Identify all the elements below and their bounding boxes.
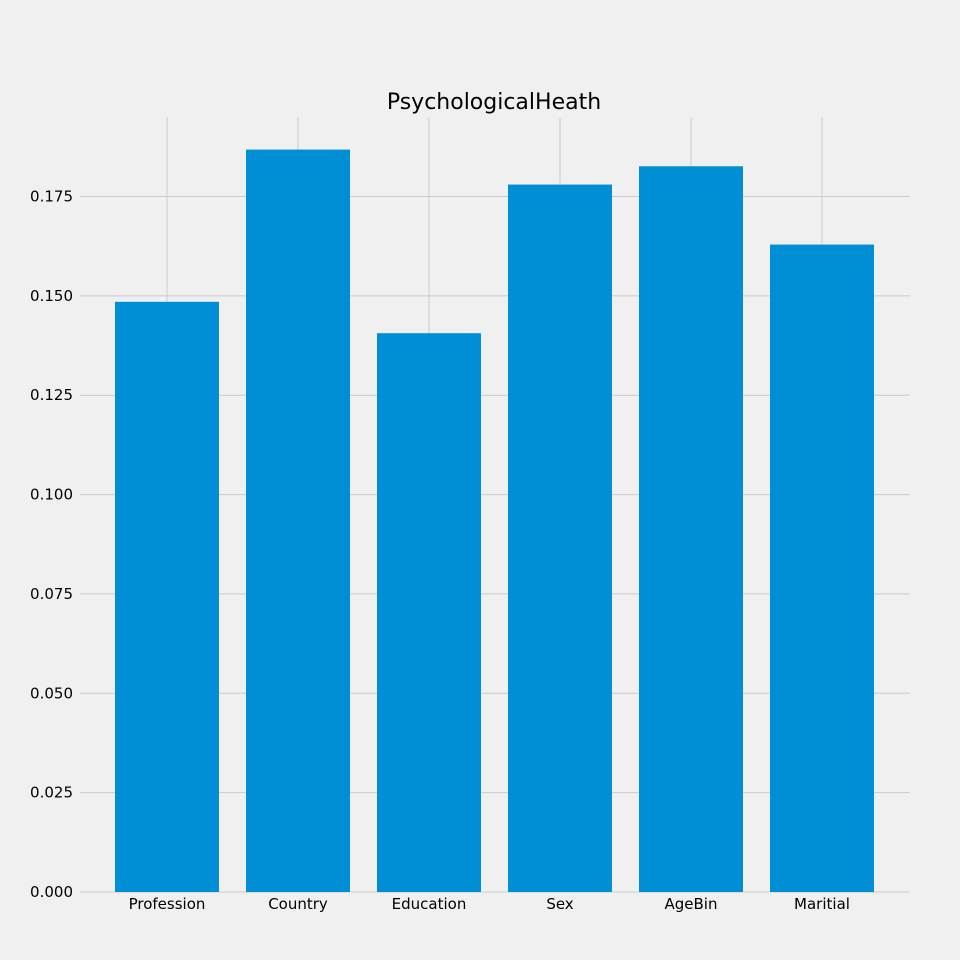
- y-tick-label: 0.075: [30, 585, 73, 603]
- y-tick-label: 0.150: [30, 287, 73, 305]
- bar-agebin: [639, 166, 743, 893]
- bar-sex: [508, 184, 612, 893]
- bar-maritial: [770, 244, 874, 893]
- y-axis-tick-labels: 0.000 0.025 0.050 0.075 0.100 0.125 0.150 0.175: [30, 187, 73, 901]
- chart-title: PsychologicalHeath: [387, 90, 601, 115]
- x-tick-label: Country: [268, 895, 328, 913]
- bar-profession: [115, 301, 219, 892]
- y-tick-label: 0.050: [30, 684, 73, 702]
- bar-education: [377, 333, 481, 892]
- y-tick-label: 0.125: [30, 386, 73, 404]
- x-tick-label: AgeBin: [665, 895, 718, 913]
- bars: [115, 149, 874, 893]
- x-tick-label: Education: [392, 895, 467, 913]
- x-axis-tick-labels: Profession Country Education Sex AgeBin Marit…: [129, 895, 850, 913]
- y-tick-label: 0.025: [30, 784, 73, 802]
- y-tick-label: 0.000: [30, 883, 73, 901]
- y-tick-label: 0.175: [30, 187, 73, 205]
- x-tick-label: Maritial: [794, 895, 850, 913]
- bar-country: [246, 149, 350, 893]
- y-tick-label: 0.100: [30, 486, 73, 504]
- x-tick-label: Profession: [129, 895, 206, 913]
- x-tick-label: Sex: [546, 895, 573, 913]
